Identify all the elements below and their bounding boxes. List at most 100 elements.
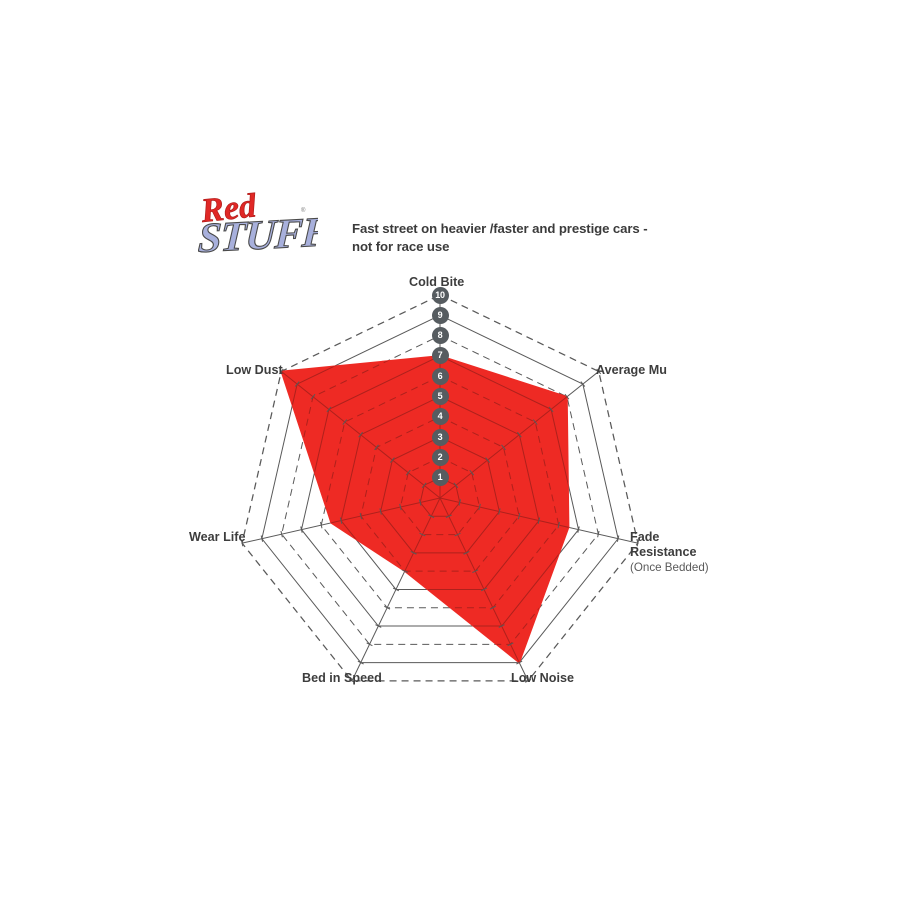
radar-tick-4-5 bbox=[392, 587, 400, 592]
radar-tick-5-3 bbox=[379, 508, 382, 515]
axis-label-cold-bite: Cold Bite bbox=[409, 275, 464, 290]
axis-label-text: Cold Bite bbox=[409, 275, 465, 289]
logo-word-bottom: STUFF bbox=[198, 208, 318, 262]
radar-tick-2-5 bbox=[537, 517, 541, 524]
axis-label-average-mu: Average Mu bbox=[596, 363, 667, 378]
radar-tick-1-6 bbox=[532, 419, 538, 425]
scale-badge-1: 1 bbox=[431, 469, 449, 487]
redstuff-logo: STUFF Red ® bbox=[198, 186, 318, 262]
axis-label-text: Bed in Speed bbox=[302, 671, 382, 685]
axis-label-bed-in-speed: Bed in Speed bbox=[302, 671, 382, 686]
radar-tick-3-8 bbox=[507, 642, 514, 647]
logo-word-top: Red bbox=[198, 187, 259, 230]
radar-tick-5-2 bbox=[399, 503, 402, 511]
logo-trademark: ® bbox=[301, 207, 306, 214]
scale-badge-4: 4 bbox=[431, 408, 449, 426]
radar-tick-5-10 bbox=[240, 539, 244, 547]
axis-label-text-line-2: Resistance bbox=[630, 545, 697, 560]
radar-tick-1-2 bbox=[469, 469, 475, 476]
radar-tick-1-9 bbox=[580, 381, 586, 387]
radar-tick-2-7 bbox=[577, 526, 580, 533]
radar-tick-3-1 bbox=[445, 514, 452, 519]
radar-tick-3-5 bbox=[480, 587, 488, 592]
radar-tick-3-9 bbox=[516, 660, 523, 665]
radar-tick-4-1 bbox=[428, 514, 435, 519]
radar-tick-5-7 bbox=[300, 526, 303, 533]
chart-headline: Fast street on heavier /faster and prest… bbox=[352, 220, 672, 255]
radar-tick-5-8 bbox=[280, 530, 283, 538]
radar-tick-6-7 bbox=[326, 406, 332, 413]
radar-tick-5-5 bbox=[339, 517, 343, 524]
axis-label-low-dust: Low Dust bbox=[226, 363, 283, 378]
axis-label-fade-resistance: Fade Resistance (Once Bedded) bbox=[630, 530, 709, 575]
svg-text:Red: Red bbox=[198, 187, 258, 230]
radar-tick-1-8 bbox=[564, 393, 570, 400]
radar-tick-6-4 bbox=[374, 444, 379, 451]
scale-badge-6: 6 bbox=[431, 367, 449, 385]
radar-tick-6-10 bbox=[278, 368, 284, 375]
radar-ring-overlay-6 bbox=[320, 375, 560, 609]
headline-line-2: not for race use bbox=[352, 238, 450, 254]
radar-tick-4-3 bbox=[410, 551, 417, 555]
scale-badge-3: 3 bbox=[431, 428, 449, 446]
radar-tick-2-9 bbox=[616, 535, 620, 542]
radar-tick-4-7 bbox=[375, 624, 382, 628]
radar-tick-6-6 bbox=[342, 419, 348, 425]
radar-tick-2-3 bbox=[498, 508, 501, 515]
axis-label-text: Wear Life bbox=[189, 530, 246, 544]
radar-tick-3-4 bbox=[472, 569, 479, 574]
radar-tick-3-2 bbox=[454, 532, 461, 537]
radar-tick-6-1 bbox=[421, 482, 427, 489]
headline-line-1: Fast street on heavier /faster and prest… bbox=[352, 221, 648, 236]
radar-tick-5-4 bbox=[359, 512, 363, 520]
axis-label-wear-life: Wear Life bbox=[189, 530, 245, 545]
radar-tick-2-6 bbox=[557, 521, 560, 529]
svg-text:STUFF: STUFF bbox=[198, 208, 318, 262]
radar-tick-1-10 bbox=[596, 368, 602, 375]
radar-tick-2-8 bbox=[597, 530, 600, 538]
radar-tick-5-9 bbox=[260, 535, 264, 542]
scale-badge-2: 2 bbox=[431, 448, 449, 466]
scale-badge-7: 7 bbox=[431, 347, 449, 365]
radar-tick-2-4 bbox=[517, 512, 521, 520]
scale-badge-5: 5 bbox=[431, 388, 449, 405]
radar-tick-1-7 bbox=[548, 406, 554, 413]
axis-label-text: Average Mu bbox=[596, 363, 667, 377]
radar-tick-6-8 bbox=[310, 393, 316, 400]
radar-tick-4-2 bbox=[419, 532, 426, 537]
radar-tick-1-4 bbox=[501, 444, 506, 451]
radar-ring-10 bbox=[241, 294, 639, 682]
radar-tick-5-1 bbox=[419, 499, 422, 506]
radar-tick-2-10 bbox=[636, 539, 640, 547]
radar-tick-2-2 bbox=[478, 503, 481, 511]
axis-label-low-noise: Low Noise bbox=[511, 671, 574, 686]
radar-tick-4-9 bbox=[357, 660, 364, 665]
radar-tick-6-3 bbox=[389, 457, 395, 463]
radar-tick-2-1 bbox=[458, 499, 461, 506]
axis-label-text: Low Noise bbox=[511, 671, 574, 685]
radar-tick-1-5 bbox=[516, 431, 522, 438]
radar-tick-3-3 bbox=[463, 551, 470, 555]
radar-tick-3-10 bbox=[524, 679, 532, 683]
radar-tick-1-3 bbox=[485, 457, 491, 463]
radar-ring-overlay-4 bbox=[360, 416, 520, 572]
scale-badge-9: 9 bbox=[431, 306, 449, 324]
axis-label-text-line-1: Fade bbox=[630, 530, 660, 544]
radar-tick-4-4 bbox=[401, 569, 408, 574]
radar-tick-3-6 bbox=[489, 605, 496, 610]
radar-ring-overlay-1 bbox=[419, 477, 461, 517]
radar-ring-9 bbox=[261, 314, 619, 664]
radar-tick-4-6 bbox=[384, 605, 391, 610]
radar-ring-overlay-2 bbox=[399, 456, 481, 536]
axis-label-text: Low Dust bbox=[226, 363, 283, 377]
scale-badge-10: 10 bbox=[431, 286, 449, 304]
radar-tick-3-7 bbox=[498, 624, 505, 628]
radar-tick-4-8 bbox=[366, 642, 373, 647]
radar-tick-6-5 bbox=[358, 431, 364, 438]
radar-tick-4-10 bbox=[348, 679, 356, 683]
radar-tick-1-1 bbox=[453, 482, 459, 489]
axis-sublabel-once-bedded: (Once Bedded) bbox=[630, 560, 709, 574]
